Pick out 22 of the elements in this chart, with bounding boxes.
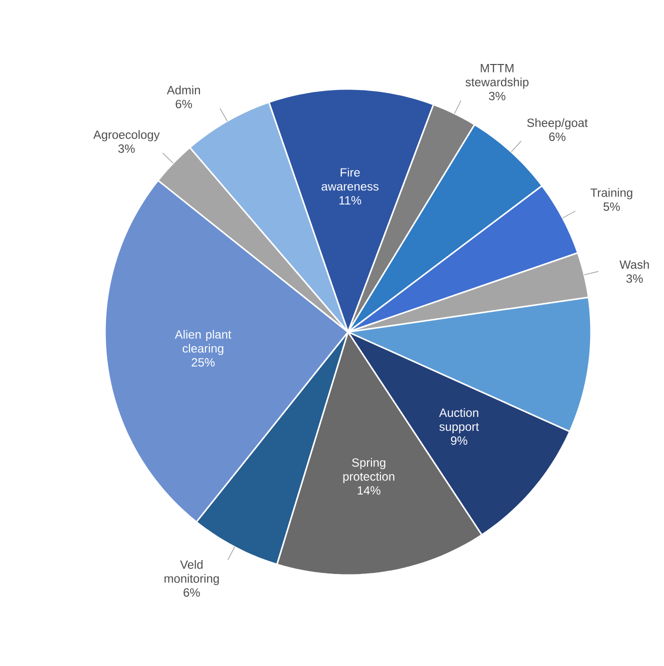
data-label: 14% xyxy=(358,486,380,495)
data-label: 6% xyxy=(176,100,192,108)
slice-label: Sheep/goat xyxy=(527,118,588,130)
data-label: 25% xyxy=(192,358,215,367)
data-label: 11% xyxy=(339,196,362,205)
data-label: 6% xyxy=(184,588,200,597)
slice-label: Spring protection xyxy=(343,458,394,484)
data-label: 9% xyxy=(450,436,468,445)
data-label: 3% xyxy=(118,144,135,153)
slice-label: Veld monitoring xyxy=(164,560,219,586)
slice-label: MTTM stewardship xyxy=(466,64,529,89)
slice-label: Agroecology xyxy=(93,130,160,142)
slice-label: Auction support xyxy=(439,408,479,434)
slice-label: Alien plant clearing xyxy=(174,330,232,356)
data-label: 6% xyxy=(549,132,566,141)
slice-label: Training xyxy=(590,188,632,200)
slice-label: Fire awareness xyxy=(322,168,379,191)
data-label: 5% xyxy=(603,202,620,211)
data-label: 3% xyxy=(488,92,506,100)
data-label: 3% xyxy=(626,274,643,283)
slice-label: Admin xyxy=(166,86,200,94)
slice-label: Wash xyxy=(620,260,649,269)
